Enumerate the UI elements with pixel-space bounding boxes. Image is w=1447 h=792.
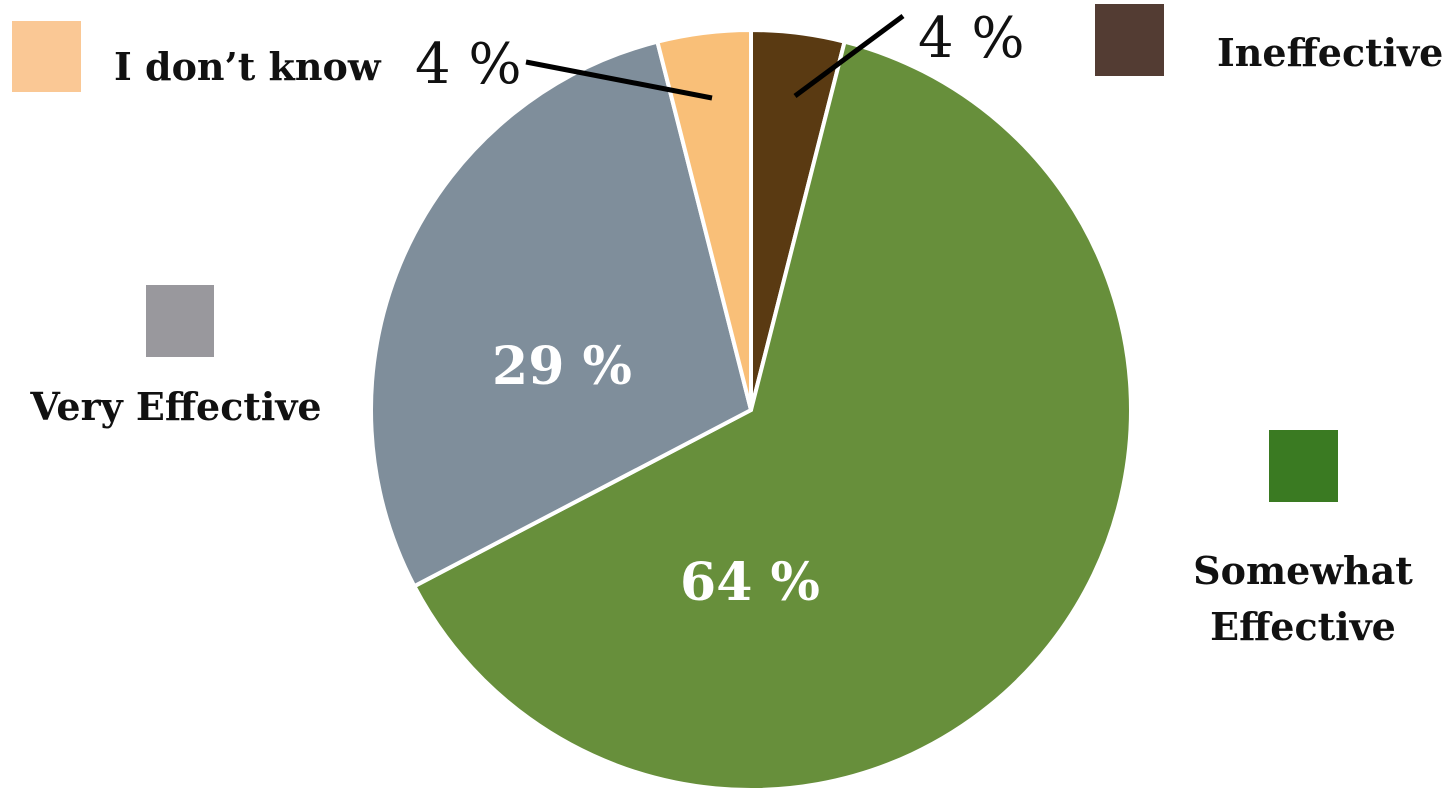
pie-slice-somewhat-effective bbox=[412, 39, 1133, 792]
legend-label-somewhat-line1: Somewhat bbox=[1193, 548, 1413, 593]
data-label-i-dont-know: 4 % bbox=[415, 32, 522, 97]
pie-slices bbox=[369, 28, 1133, 792]
legend-label-i-dont-know: I don’t know bbox=[114, 44, 382, 89]
pie-slice-very-effective bbox=[369, 39, 753, 589]
data-label-somewhat-effective: 64 % bbox=[680, 552, 820, 613]
legend-swatch-somewhat-effective bbox=[1269, 430, 1338, 502]
legend-swatch-very-effective bbox=[146, 285, 214, 357]
data-label-ineffective: 4 % bbox=[918, 6, 1025, 71]
legend-label-ineffective: Ineffective bbox=[1217, 30, 1443, 75]
legend-label-very-effective: Very Effective bbox=[29, 384, 321, 429]
legend-swatch-i-dont-know bbox=[12, 21, 81, 92]
legend-swatch-ineffective bbox=[1095, 4, 1164, 76]
leader-line-ineffective bbox=[793, 13, 905, 99]
legend-label-somewhat-line2: Effective bbox=[1210, 604, 1396, 649]
pie-slice-i-dont-know bbox=[655, 28, 753, 412]
data-label-very-effective: 29 % bbox=[492, 336, 632, 397]
leader-line-i-dont-know bbox=[525, 59, 713, 101]
